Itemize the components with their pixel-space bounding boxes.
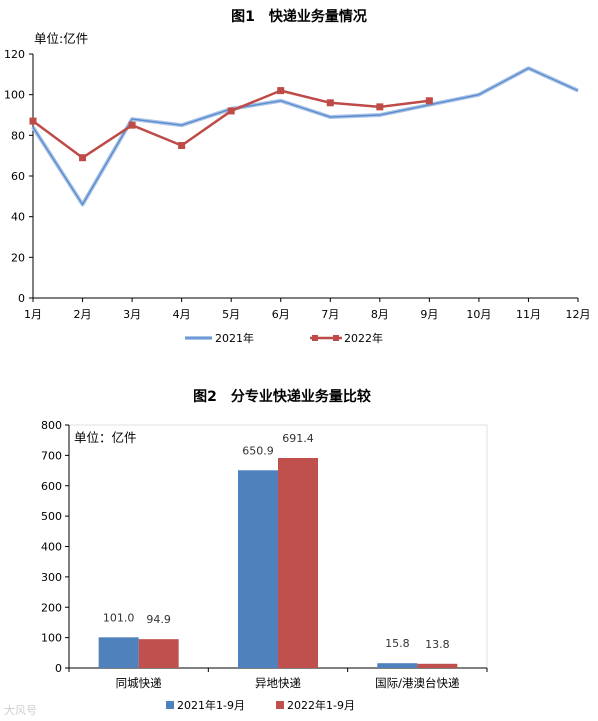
chart1-y-tick-label: 120 xyxy=(4,48,25,61)
series-2022-point xyxy=(425,97,433,105)
legend-marker-2022-b xyxy=(333,335,339,341)
chart1-x-tick-label: 7月 xyxy=(321,308,339,321)
bar-value-label: 101.0 xyxy=(103,611,135,624)
chart2-y-ticks: 0 100 200 300 400 500 600 700 800 xyxy=(41,419,69,675)
series-2022-point xyxy=(79,154,87,162)
series-2022-point xyxy=(29,117,37,125)
legend-label-2022-ytd: 2022年1-9月 xyxy=(287,698,355,712)
chart1-y-tick-label: 80 xyxy=(11,129,25,142)
bar-value-label: 15.8 xyxy=(385,637,410,650)
bar-2021 xyxy=(98,637,139,668)
bar-value-label: 650.9 xyxy=(242,444,274,457)
legend-label-2021: 2021年 xyxy=(215,331,254,345)
chart1-y-ticks: 0 20 40 60 80 100 120 xyxy=(4,48,33,305)
chart2-y-tick-label: 300 xyxy=(41,571,62,584)
series-2022-point xyxy=(227,107,235,115)
bar-2022 xyxy=(417,663,458,668)
chart1-x-tick-label: 9月 xyxy=(420,308,438,321)
chart2-bars: 101.0 94.9 650.9 691.4 15.8 13.8 xyxy=(98,432,458,668)
chart2-category-label: 同城快递 xyxy=(116,676,162,690)
chart1-x-tick-label: 4月 xyxy=(173,308,191,321)
bar-2021 xyxy=(377,663,418,668)
series-2022-point xyxy=(277,87,285,95)
chart1-x-tick-label: 12月 xyxy=(566,308,591,321)
chart2-y-tick-label: 500 xyxy=(41,510,62,523)
chart1-x-tick-label: 3月 xyxy=(123,308,141,321)
bar-value-label: 94.9 xyxy=(146,613,171,626)
chart1-x-tick-label: 2月 xyxy=(74,308,92,321)
chart1-series xyxy=(29,66,579,207)
legend-swatch-2021-ytd xyxy=(166,701,174,709)
chart2-y-tick-label: 200 xyxy=(41,601,62,614)
bar-2022 xyxy=(278,457,318,668)
chart2-y-tick-label: 600 xyxy=(41,480,62,493)
chart1-x-tick-label: 10月 xyxy=(466,308,491,321)
series-2022-line xyxy=(32,89,430,159)
chart1-x-tick-label: 11月 xyxy=(516,308,541,321)
bar-value-label: 691.4 xyxy=(282,432,314,445)
legend-marker-2022-a xyxy=(312,335,318,341)
chart1-unit-label: 单位:亿件 xyxy=(34,31,88,46)
chart2-title: 图2 分专业快递业务量比较 xyxy=(193,388,371,405)
chart2-y-tick-label: 700 xyxy=(41,449,62,462)
chart2-y-tick-label: 0 xyxy=(55,662,62,675)
chart2-y-tick-label: 800 xyxy=(41,419,62,432)
chart1-x-ticks: 1月 2月 3月 4月 5月 6月 7月 8月 9月 10月 11月 12月 xyxy=(24,298,591,321)
chart1-x-tick-label: 8月 xyxy=(371,308,389,321)
series-2022-point xyxy=(326,99,334,107)
chart2-category-labels: 同城快递 异地快递 国际/港澳台快递 xyxy=(116,676,460,690)
chart1-y-tick-label: 20 xyxy=(11,251,25,264)
chart2-unit-label: 单位：亿件 xyxy=(74,430,137,445)
chart1-legend: 2021年 2022年 xyxy=(185,331,383,345)
series-2022-point xyxy=(376,103,384,111)
chart1-x-tick-label: 6月 xyxy=(272,308,290,321)
chart1-y-tick-label: 40 xyxy=(11,211,25,224)
bar-value-label: 13.8 xyxy=(425,638,450,651)
chart1-y-tick-label: 100 xyxy=(4,89,25,102)
chart1-x-tick-label: 1月 xyxy=(24,308,42,321)
chart2-category-label: 国际/港澳台快递 xyxy=(375,676,460,690)
watermark: 大风号 xyxy=(4,703,37,717)
chart1-title: 图1 快递业务量情况 xyxy=(231,8,367,25)
chart1-y-tick-label: 60 xyxy=(11,170,25,183)
series-2022-point xyxy=(128,121,136,129)
bar-2022 xyxy=(138,639,179,668)
bar-2021 xyxy=(238,470,278,668)
chart1-y-tick-label: 0 xyxy=(18,292,25,305)
legend-swatch-2022-ytd xyxy=(276,701,284,709)
legend-label-2022: 2022年 xyxy=(344,331,383,345)
chart2-y-tick-label: 100 xyxy=(41,632,62,645)
chart2-legend: 2021年1-9月 2022年1-9月 xyxy=(166,698,355,712)
series-2021-line xyxy=(32,67,579,206)
chart2-y-tick-label: 400 xyxy=(41,541,62,554)
series-2022-point xyxy=(178,142,186,149)
legend-label-2021-ytd: 2021年1-9月 xyxy=(177,698,245,712)
chart1-axes xyxy=(32,54,578,299)
chart1-x-tick-label: 5月 xyxy=(222,308,240,321)
chart2-category-label: 异地快递 xyxy=(255,676,301,690)
